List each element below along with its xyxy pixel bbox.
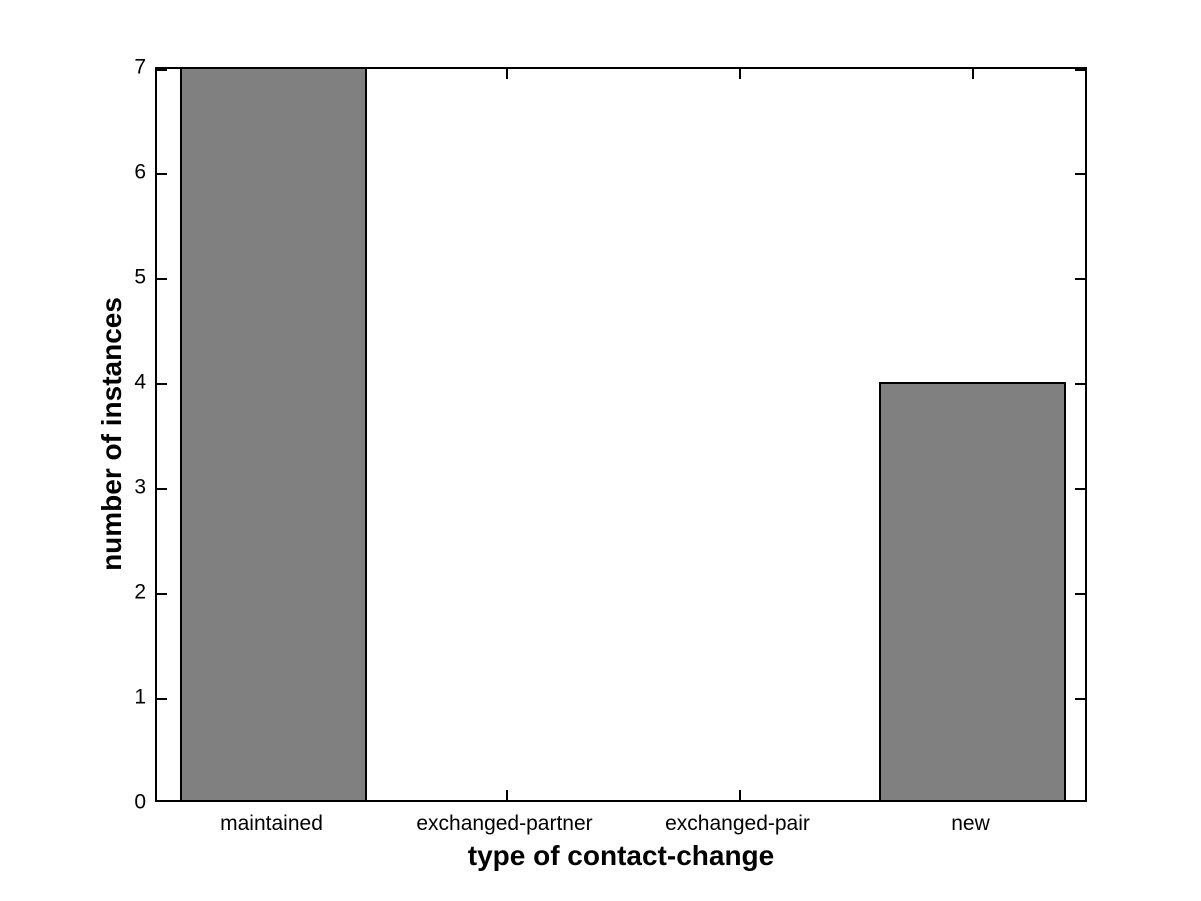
- y-tick-label: 4: [134, 370, 146, 394]
- bar-maintained: [180, 67, 367, 802]
- y-tick-label: 2: [134, 580, 146, 604]
- x-tick-label: new: [951, 812, 990, 835]
- y-tick-mark-left: [157, 800, 167, 802]
- y-tick-mark-left: [157, 698, 167, 700]
- x-tick-mark-top: [971, 69, 974, 79]
- y-tick-mark-left: [157, 593, 167, 595]
- x-tick-mark-bottom: [738, 790, 741, 800]
- x-axis-label: type of contact-change: [467, 840, 775, 871]
- x-tick-label: maintained: [220, 812, 323, 835]
- y-tick-mark-left: [157, 383, 167, 385]
- y-tick-mark-right: [1075, 278, 1085, 280]
- y-tick-mark-right: [1075, 488, 1085, 490]
- x-tick-mark-top: [505, 69, 508, 79]
- y-tick-label: 6: [134, 160, 146, 184]
- y-tick-mark-right: [1075, 69, 1085, 71]
- bar-new: [879, 382, 1066, 802]
- y-tick-mark-right: [1075, 800, 1085, 802]
- y-axis-label: number of instances: [96, 297, 127, 571]
- y-tick-mark-right: [1075, 698, 1085, 700]
- y-tick-label: 0: [134, 790, 146, 814]
- y-tick-label: 3: [134, 475, 146, 499]
- y-tick-label: 5: [134, 265, 146, 289]
- plot-area: [155, 67, 1087, 802]
- x-tick-mark-bottom: [505, 790, 508, 800]
- y-tick-mark-left: [157, 488, 167, 490]
- y-tick-label: 7: [134, 55, 146, 79]
- y-tick-mark-right: [1075, 173, 1085, 175]
- y-tick-mark-right: [1075, 593, 1085, 595]
- y-tick-mark-left: [157, 69, 167, 71]
- y-tick-mark-left: [157, 278, 167, 280]
- x-tick-label: exchanged-pair: [665, 812, 810, 835]
- x-tick-label: exchanged-partner: [416, 812, 593, 835]
- y-tick-mark-left: [157, 173, 167, 175]
- x-tick-mark-top: [738, 69, 741, 79]
- y-tick-label: 1: [134, 685, 146, 709]
- y-tick-mark-right: [1075, 383, 1085, 385]
